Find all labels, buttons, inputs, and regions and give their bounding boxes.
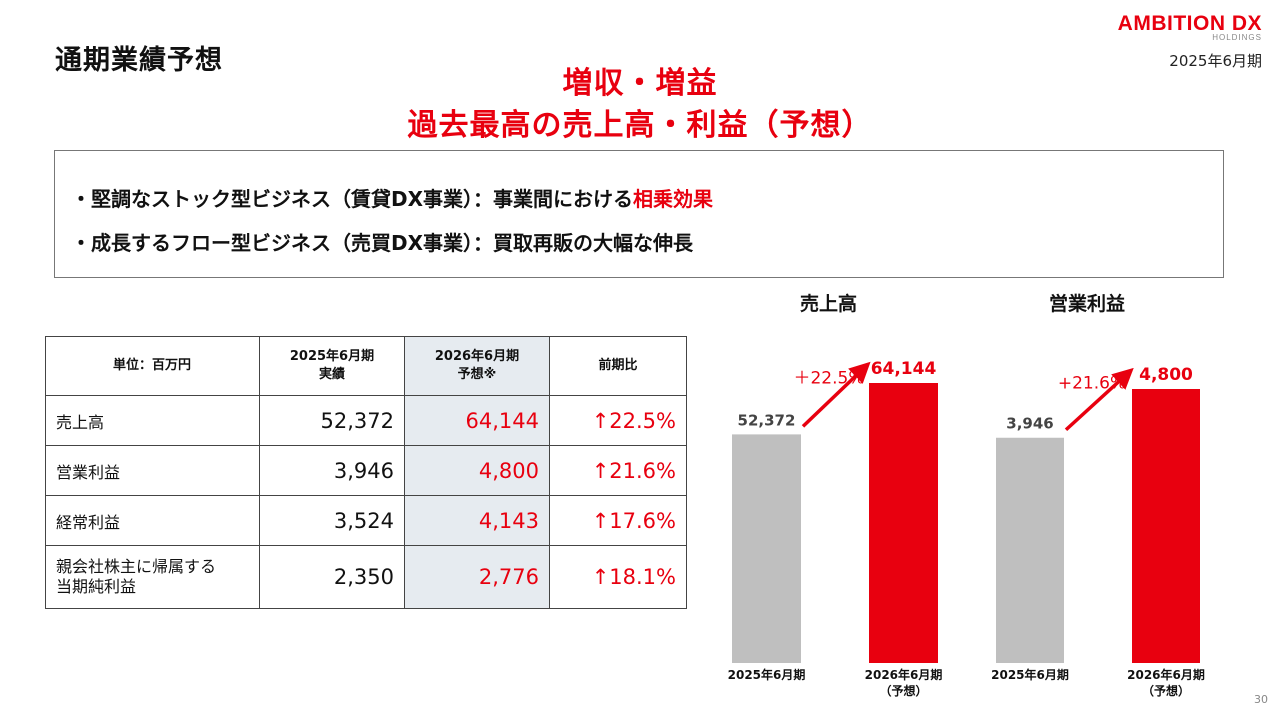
row-change: ↑18.1% [549, 545, 687, 609]
forecast-header-line1: 2026年6月期 [434, 349, 520, 364]
forecast-header-line2: 予想※ [457, 367, 497, 382]
highlights-box: ・堅調なストック型ビジネス（賃貸DX事業）：事業間における相乗効果 ・成長するフ… [54, 150, 1224, 278]
row-actual: 3,946 [259, 445, 405, 496]
bar [732, 434, 801, 663]
category-label: 2025年6月期 [728, 667, 806, 682]
fiscal-period: 2025年6月期 [1169, 52, 1262, 70]
row-forecast: 4,800 [404, 445, 550, 496]
category-label: （予想） [1142, 683, 1190, 698]
page-title: 通期業績予想 [55, 45, 223, 76]
row-change: ↑22.5% [549, 395, 687, 446]
row-item-line1: 親会社株主に帰属する [56, 557, 217, 576]
growth-label: ＋22.5% [793, 369, 864, 389]
bar-value-label: 52,372 [738, 411, 796, 429]
table-header-row: 単位：百万円 2025年6月期 実績 2026年6月期 予想※ 前期比 [45, 336, 687, 396]
actual-header-line1: 2025年6月期 [289, 349, 375, 364]
category-label: （予想） [879, 683, 927, 698]
row-actual: 2,350 [259, 545, 405, 609]
row-actual: 3,524 [259, 495, 405, 546]
company-logo: AMBITION DX [1117, 12, 1262, 35]
sales-chart-title: 売上高 [800, 293, 858, 315]
highlight-emphasis: 相乗効果 [633, 187, 714, 211]
company-logo-subtext: HOLDINGS [1212, 33, 1262, 42]
growth-label: +21.6% [1058, 373, 1126, 393]
page-number: 30 [1254, 693, 1268, 706]
headline-line2: 過去最高の売上高・利益（予想） [407, 108, 873, 143]
row-forecast: 64,144 [404, 395, 550, 446]
actual-header-line2: 実績 [318, 367, 345, 382]
forecast-table: 単位：百万円 2025年6月期 実績 2026年6月期 予想※ 前期比 売上高 52… [45, 336, 687, 609]
row-change: ↑17.6% [549, 495, 687, 546]
category-label: 2025年6月期 [991, 667, 1069, 682]
actual-header: 2025年6月期 実績 [259, 336, 405, 396]
bar [869, 383, 938, 663]
highlight-flow-business: ・成長するフロー型ビジネス（売買DX事業）：買取再販の大幅な伸長 [71, 231, 694, 255]
category-label: 2026年6月期 [865, 667, 943, 682]
row-forecast: 2,776 [404, 545, 550, 609]
headline-line1: 増収・増益 [562, 66, 718, 101]
row-item: 親会社株主に帰属する 当期純利益 [45, 545, 260, 609]
row-item: 経常利益 [45, 495, 260, 546]
op-profit-chart-title: 営業利益 [1049, 293, 1126, 315]
bar-value-label: 4,800 [1139, 365, 1193, 385]
bar-value-label: 64,144 [871, 359, 937, 379]
table-row: 経常利益 3,524 4,143 ↑17.6% [45, 495, 687, 546]
bar [1132, 389, 1200, 663]
bar-value-label: 3,946 [1006, 415, 1053, 433]
row-item: 売上高 [45, 395, 260, 446]
bar [996, 437, 1064, 663]
forecast-header: 2026年6月期 予想※ [404, 336, 550, 396]
growth-arrow [801, 361, 871, 428]
growth-arrow [1064, 367, 1134, 432]
highlight-stock-business: ・堅調なストック型ビジネス（賃貸DX事業）：事業間における相乗効果 [71, 183, 713, 212]
category-label: 2026年6月期 [1127, 667, 1205, 682]
row-item: 営業利益 [45, 445, 260, 496]
unit-header: 単位：百万円 [45, 336, 260, 396]
change-header: 前期比 [549, 336, 687, 396]
row-item-line2: 当期純利益 [56, 577, 137, 596]
table-row: 営業利益 3,946 4,800 ↑21.6% [45, 445, 687, 496]
table-row: 親会社株主に帰属する 当期純利益 2,350 2,776 ↑18.1% [45, 545, 687, 609]
highlight-text: ・堅調なストック型ビジネス（賃貸DX事業）：事業間における [71, 187, 634, 211]
